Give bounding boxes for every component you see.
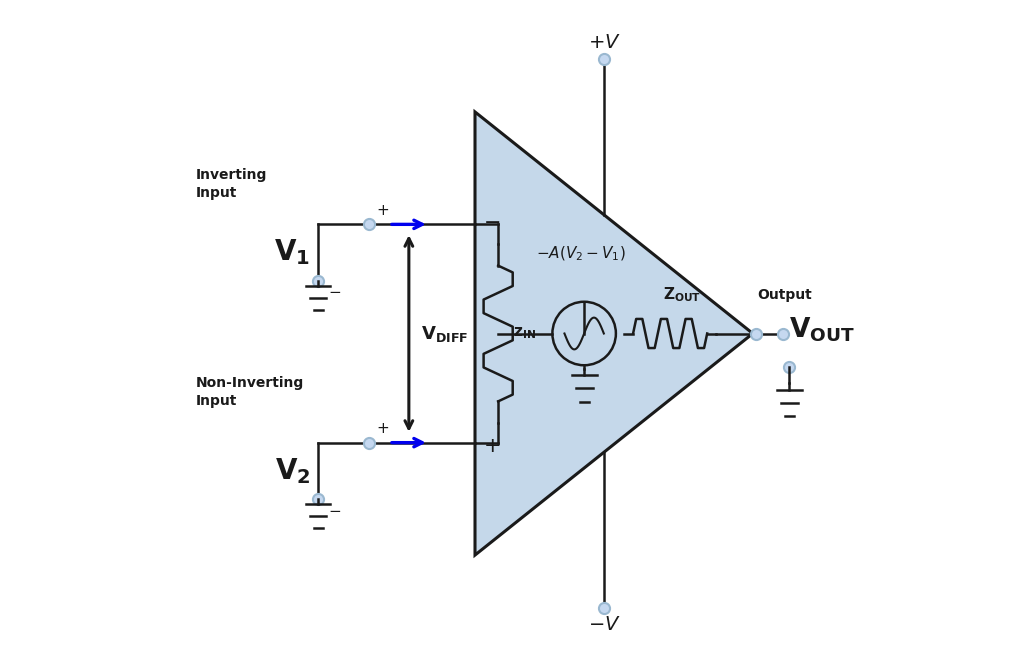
Text: $\mathbf{Z_{OUT}}$: $\mathbf{Z_{OUT}}$	[663, 285, 701, 303]
Text: Input: Input	[196, 394, 237, 408]
Text: $+$: $+$	[376, 421, 388, 436]
Text: Output: Output	[757, 287, 812, 301]
Text: $-$: $-$	[327, 502, 341, 516]
Text: $\mathbf{z_{IN}}$: $\mathbf{z_{IN}}$	[513, 325, 536, 342]
Text: Input: Input	[196, 185, 237, 199]
Text: $-V$: $-V$	[587, 616, 621, 634]
Text: $\mathbf{V_1}$: $\mathbf{V_1}$	[275, 237, 311, 267]
Polygon shape	[476, 112, 753, 555]
Text: $-A(V_2 - V_1)$: $-A(V_2 - V_1)$	[536, 245, 626, 263]
Text: $+$: $+$	[483, 436, 500, 456]
Text: Non-Inverting: Non-Inverting	[196, 376, 305, 390]
Text: $-$: $-$	[327, 283, 341, 298]
Text: $-$: $-$	[483, 211, 500, 231]
Text: $\mathbf{V_{DIFF}}$: $\mathbf{V_{DIFF}}$	[421, 323, 468, 344]
Text: $+$: $+$	[376, 203, 388, 217]
Text: Inverting: Inverting	[196, 168, 267, 181]
Text: $+V$: $+V$	[587, 33, 621, 51]
Text: $\mathbf{V_{OUT}}$: $\mathbf{V_{OUT}}$	[789, 316, 855, 344]
Text: $\mathbf{V_2}$: $\mathbf{V_2}$	[275, 456, 311, 486]
